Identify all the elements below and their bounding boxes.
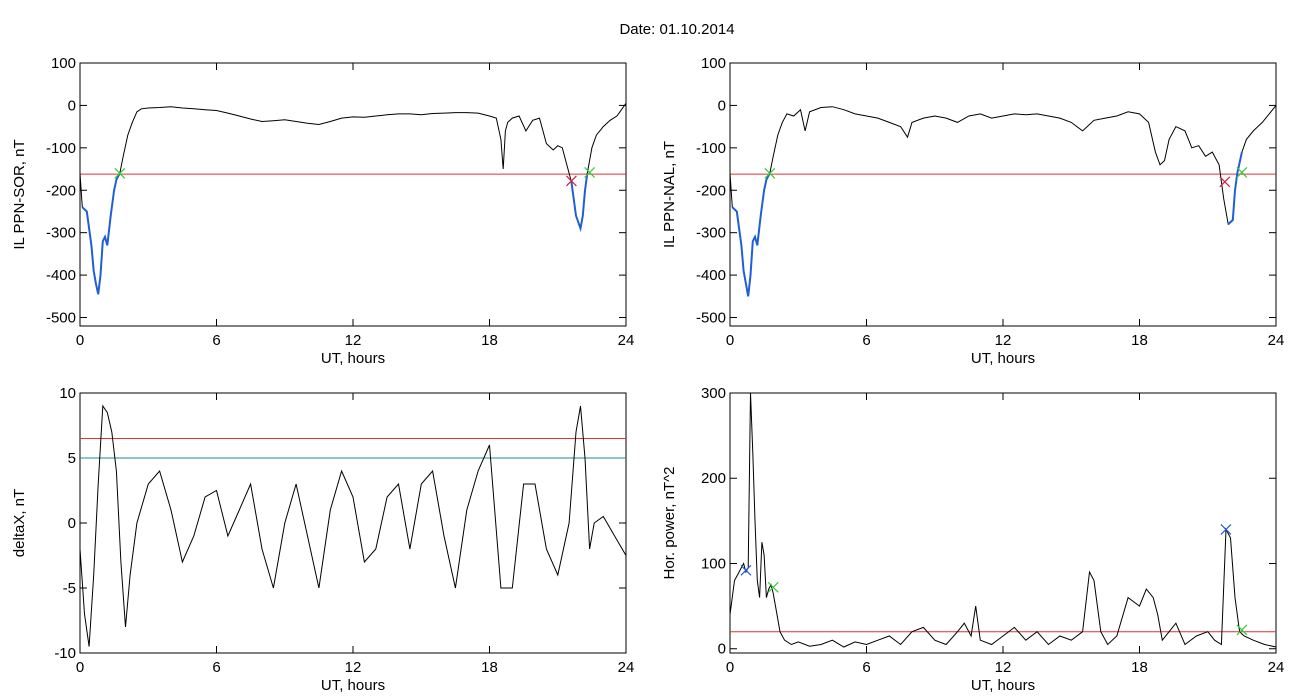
y-tick-label: 0 (718, 641, 726, 658)
y-axis-label: Hor. power, nT^2 (661, 467, 678, 580)
series-line (730, 105, 1276, 297)
event-marker (114, 167, 126, 179)
plot-frame (729, 62, 1277, 327)
highlight-segment (731, 172, 771, 297)
y-tick-label: -300 (46, 225, 76, 242)
x-tick-label: 6 (862, 332, 870, 349)
x-tick-label: 24 (618, 659, 635, 676)
y-axis-label: IL PPN-NAL, nT (661, 141, 678, 248)
plot-frame (79, 62, 627, 327)
series-line (80, 103, 626, 295)
y-tick-label: -5 (63, 580, 76, 597)
x-tick-label: 18 (481, 659, 498, 676)
x-axis-label: UT, hours (321, 677, 385, 694)
x-tick-label: 24 (1268, 332, 1285, 349)
chart-panel-3: 0 6 12 18 24 10 5 0 -5 -10 UT, hours deltaX, nT (11, 385, 634, 694)
highlight-segment (1227, 151, 1243, 225)
x-axis-label: UT, hours (971, 677, 1035, 694)
y-tick-label: 100 (701, 55, 726, 72)
figure-title: Date: 01.10.2014 (619, 21, 734, 38)
x-tick-label: 18 (1131, 332, 1148, 349)
x-tick-label: 24 (618, 332, 635, 349)
x-tick-label: 0 (726, 332, 734, 349)
y-tick-label: -100 (46, 140, 76, 157)
chart-panel-1: 0 6 12 18 24 100 0 -100 -200 -300 -400 -500 UT, hour… (11, 55, 634, 367)
y-tick-label: -500 (696, 310, 726, 327)
y-tick-label: 10 (59, 385, 76, 402)
x-tick-label: 0 (726, 659, 734, 676)
event-marker (1236, 624, 1248, 636)
event-marker (1220, 523, 1232, 535)
x-tick-label: 12 (995, 332, 1012, 349)
plot-frame (729, 392, 1277, 654)
y-tick-label: -400 (46, 267, 76, 284)
event-marker (1219, 176, 1231, 188)
y-axis-label: deltaX, nT (11, 489, 28, 557)
x-tick-label: 0 (76, 659, 84, 676)
event-marker (584, 167, 596, 178)
plot-frame (79, 392, 627, 654)
y-tick-label: 200 (701, 470, 726, 487)
y-axis-label: IL PPN-SOR, nT (11, 139, 28, 249)
event-marker (767, 581, 779, 593)
y-tick-label: 0 (718, 97, 726, 114)
series-line (730, 393, 1276, 648)
y-tick-label: -200 (46, 182, 76, 199)
event-marker (1236, 167, 1248, 178)
x-axis-label: UT, hours (971, 350, 1035, 367)
x-tick-label: 18 (1131, 659, 1148, 676)
x-tick-label: 6 (212, 332, 220, 349)
y-tick-label: 0 (68, 515, 76, 532)
y-tick-label: 100 (701, 555, 726, 572)
x-tick-label: 6 (862, 659, 870, 676)
chart-panel-2: 0 6 12 18 24 100 0 -100 -200 -300 -400 -500 UT, hour… (661, 55, 1284, 367)
x-tick-label: 12 (345, 332, 362, 349)
x-axis-label: UT, hours (321, 350, 385, 367)
x-tick-label: 12 (995, 659, 1012, 676)
y-tick-label: 100 (51, 55, 76, 72)
y-tick-label: -400 (696, 267, 726, 284)
chart-panel-4: 0 6 12 18 24 300 200 100 0 UT, hours Hor. power, n… (661, 385, 1284, 694)
y-tick-label: -300 (696, 225, 726, 242)
y-tick-label: -10 (54, 645, 76, 662)
x-tick-label: 6 (212, 659, 220, 676)
event-marker (565, 175, 577, 187)
x-tick-label: 18 (481, 332, 498, 349)
series-line (80, 404, 626, 647)
highlight-segment (570, 173, 589, 233)
event-marker (740, 564, 752, 576)
y-tick-label: -200 (696, 182, 726, 199)
x-tick-label: 0 (76, 332, 84, 349)
highlight-segment (81, 172, 121, 295)
y-tick-label: 0 (68, 97, 76, 114)
x-tick-label: 24 (1268, 659, 1285, 676)
event-marker (764, 167, 776, 179)
y-tick-label: 300 (701, 385, 726, 402)
y-tick-label: -100 (696, 140, 726, 157)
y-tick-label: -500 (46, 310, 76, 327)
x-tick-label: 12 (345, 659, 362, 676)
y-tick-label: 5 (68, 450, 76, 467)
